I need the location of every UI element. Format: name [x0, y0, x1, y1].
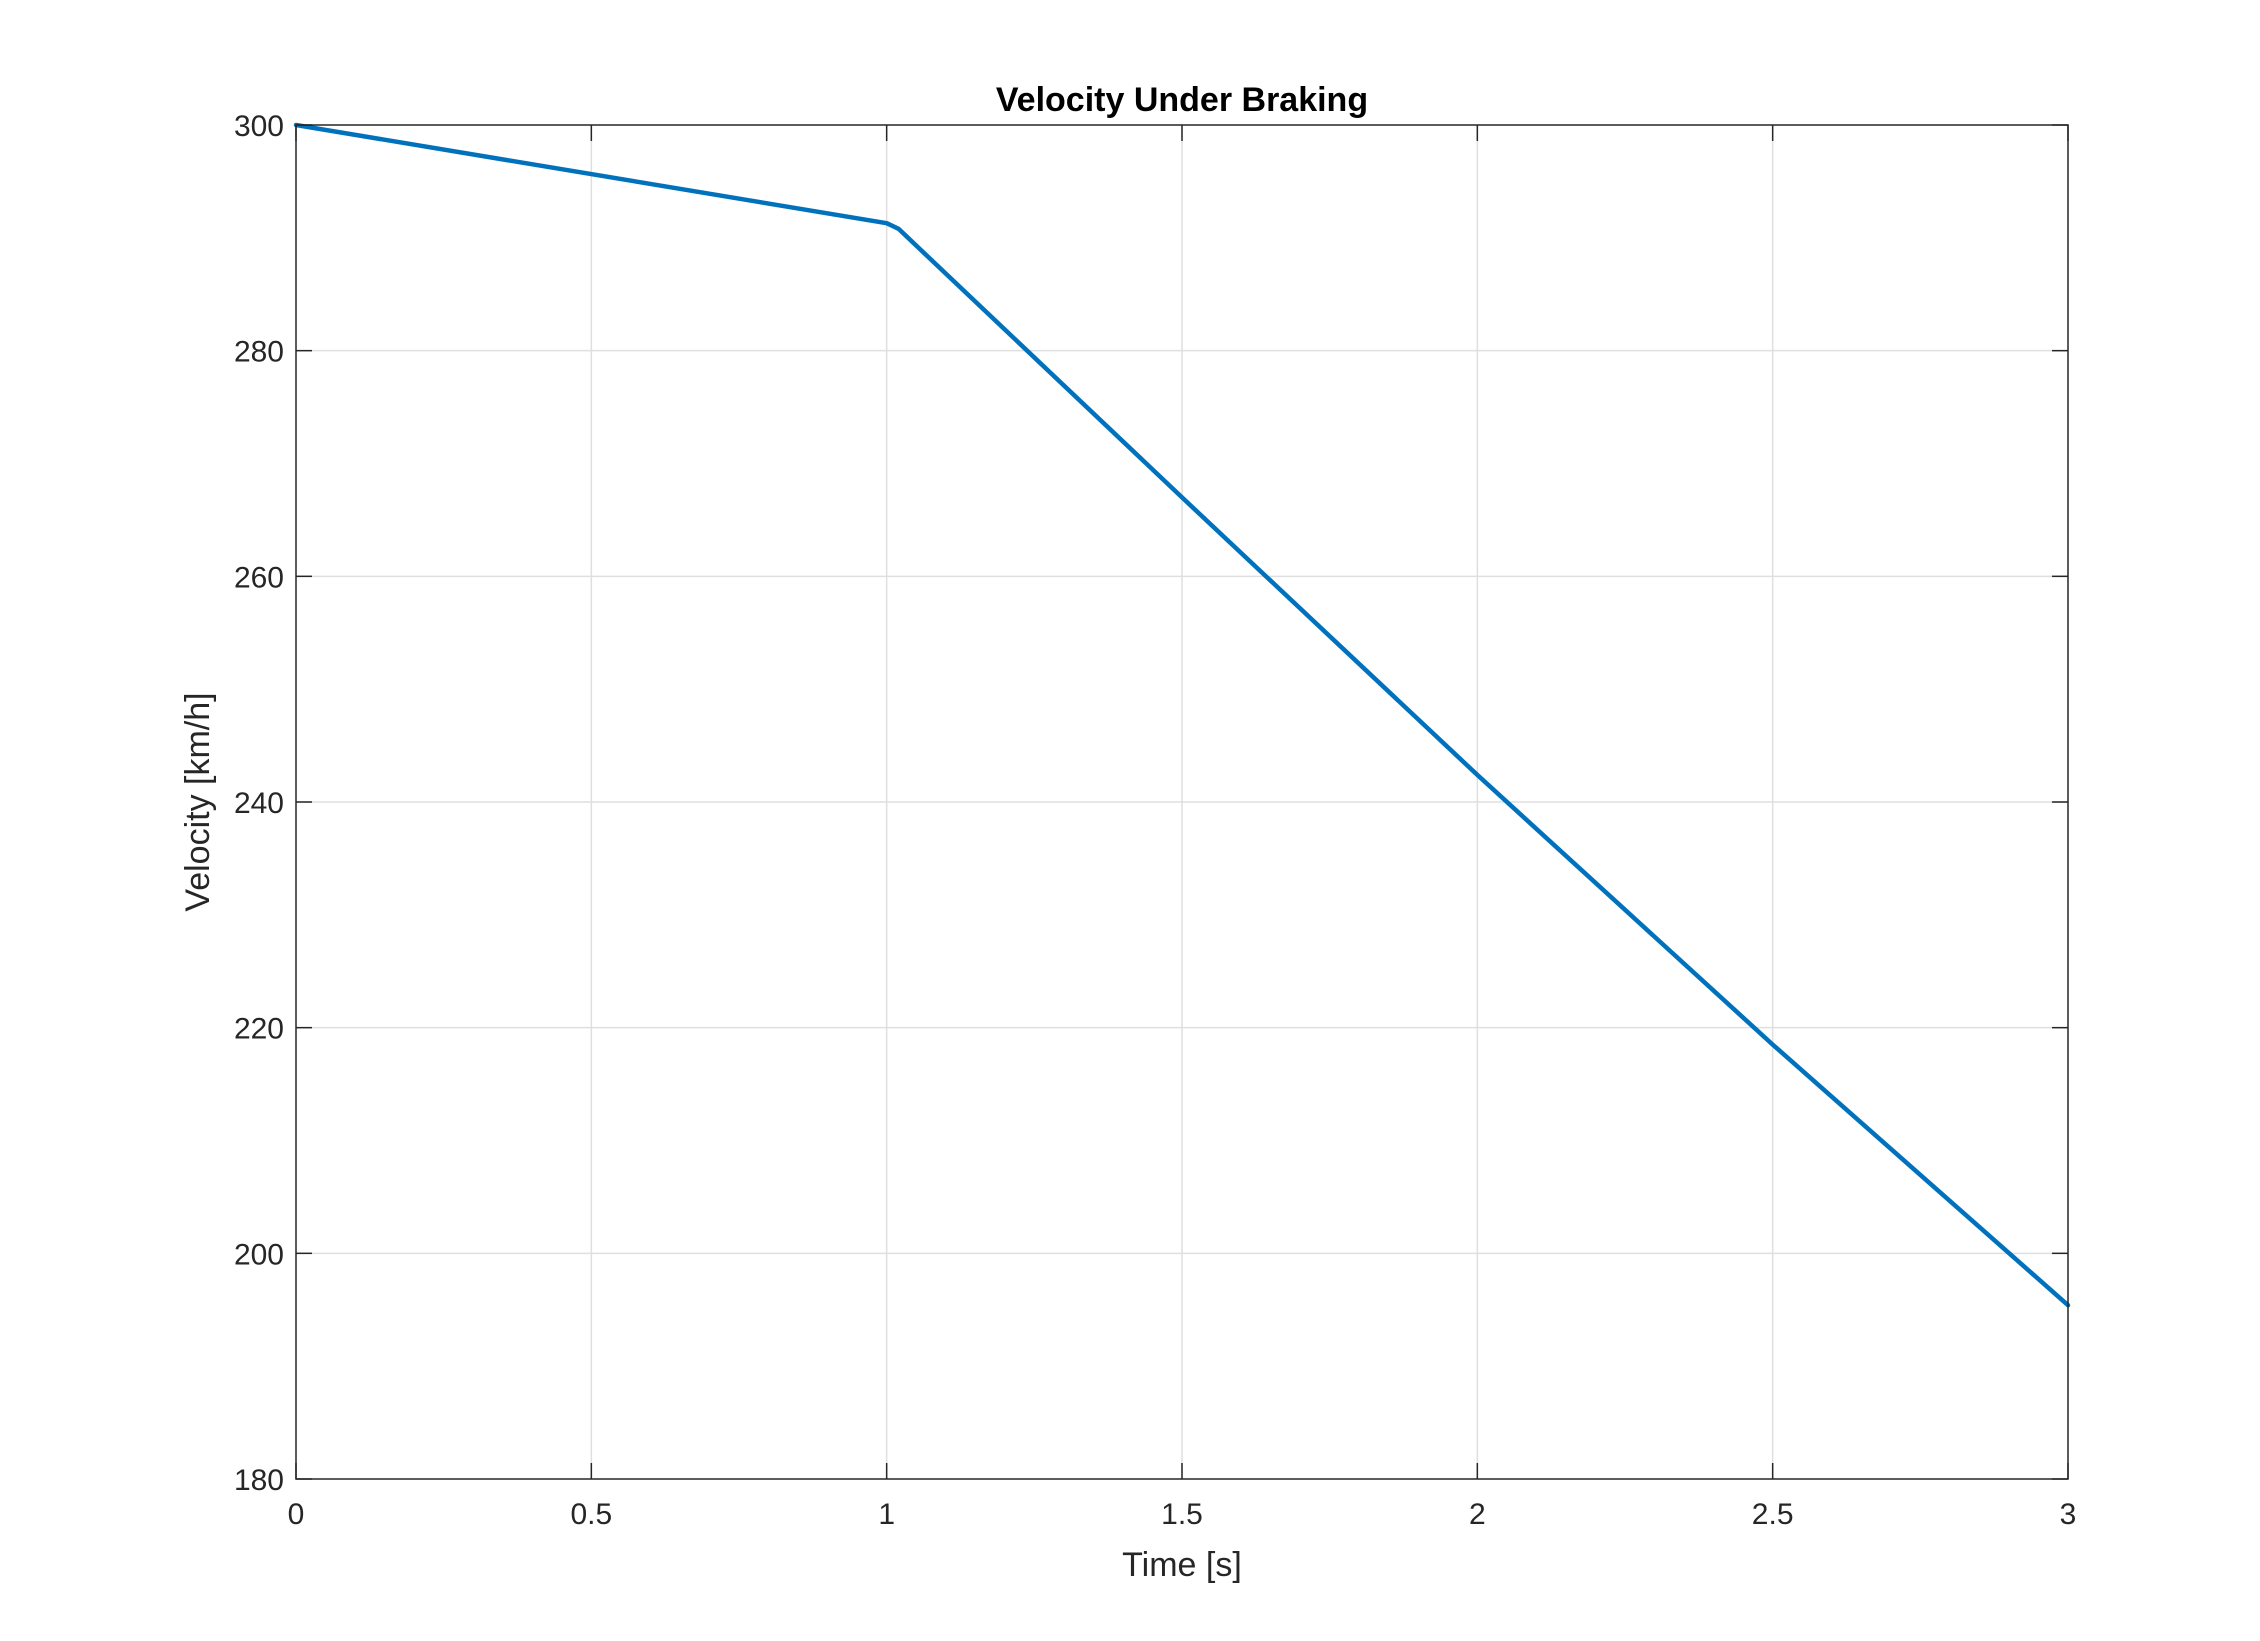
- x-tick-label: 1.5: [1161, 1498, 1203, 1531]
- series-layer: [293, 122, 2071, 1308]
- y-tick-label: 260: [234, 561, 284, 594]
- chart-title: Velocity Under Braking: [996, 81, 1368, 119]
- x-tick-label: 0: [288, 1498, 305, 1531]
- x-tick-label: 3: [2060, 1498, 2077, 1531]
- y-tick-label: 240: [234, 787, 284, 820]
- grid: [296, 125, 2068, 1479]
- x-tick-labels: 0 0.5 1 1.5 2 2.5 3: [288, 1498, 2077, 1531]
- x-tick-label: 2.5: [1752, 1498, 1794, 1531]
- x-tick-label: 0.5: [570, 1498, 612, 1531]
- y-tick-label: 180: [234, 1464, 284, 1497]
- y-tick-labels: 180 200 220 240 260 280 300: [234, 110, 284, 1497]
- ticks: [295, 124, 2069, 1480]
- x-tick-label: 2: [1469, 1498, 1486, 1531]
- y-tick-label: 300: [234, 110, 284, 143]
- y-tick-label: 200: [234, 1238, 284, 1271]
- velocity-line: [293, 122, 2071, 1308]
- y-tick-label: 280: [234, 336, 284, 369]
- y-axis-label: Velocity [km/h]: [179, 692, 217, 911]
- x-axis-label: Time [s]: [1122, 1546, 1242, 1584]
- x-tick-label: 1: [878, 1498, 895, 1531]
- y-tick-label: 220: [234, 1013, 284, 1046]
